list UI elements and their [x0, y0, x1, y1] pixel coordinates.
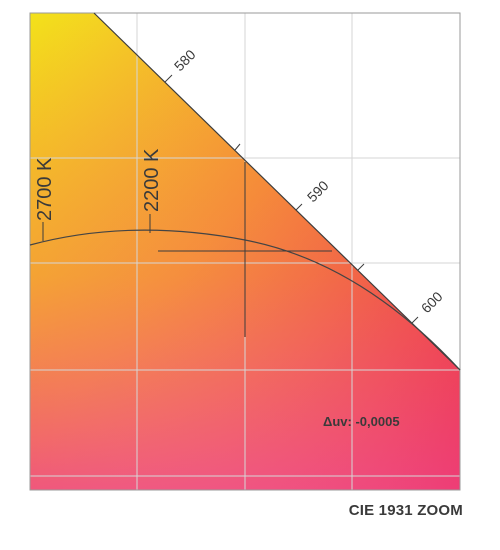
plot-frame: [29, 12, 461, 491]
tick-585: [234, 143, 241, 151]
cct-ticks: [42, 214, 151, 241]
locus-ticks: [164, 74, 419, 324]
tick-600: [411, 316, 419, 324]
tick-595: [357, 263, 365, 271]
wavelength-label-590: 590: [304, 177, 332, 205]
spectral-locus-line: [93, 12, 461, 371]
cct-labels: 2700 K 2200 K: [34, 148, 163, 221]
measurement-crosshair: [158, 162, 332, 337]
tick-590: [295, 203, 303, 211]
diagram-caption: CIE 1931 ZOOM: [348, 502, 463, 519]
tick-580: [164, 74, 173, 83]
wavelength-label-580: 580: [171, 46, 199, 74]
delta-uv-readout: Δuv: -0,0005: [323, 414, 400, 429]
wavelength-label-600: 600: [418, 288, 446, 316]
cct-label-2700: 2700 K: [34, 157, 56, 221]
cct-label-2200: 2200 K: [141, 148, 163, 212]
